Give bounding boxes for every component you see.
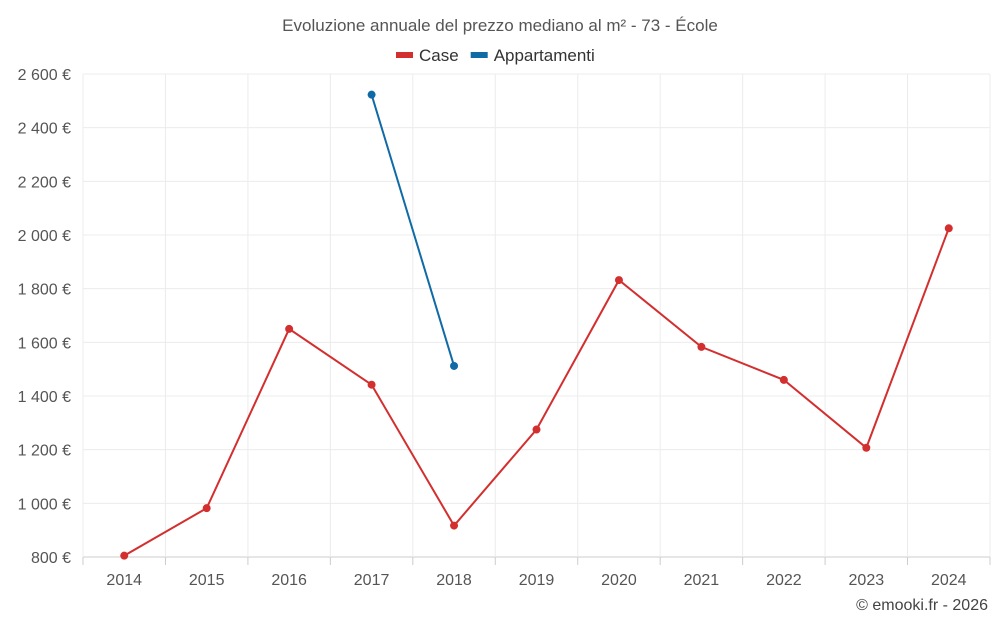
legend-label[interactable]: Case xyxy=(419,46,459,65)
series-case xyxy=(120,224,953,560)
y-tick-label: 800 € xyxy=(31,550,71,567)
legend-swatch xyxy=(470,52,488,58)
chart-title: Evoluzione annuale del prezzo mediano al… xyxy=(282,16,718,35)
data-point[interactable] xyxy=(450,361,459,370)
x-tick-label: 2022 xyxy=(766,572,802,589)
x-tick-label: 2016 xyxy=(271,572,307,589)
y-tick-label: 1 800 € xyxy=(18,282,71,299)
data-point[interactable] xyxy=(697,342,706,351)
data-point[interactable] xyxy=(532,425,541,434)
y-tick-label: 2 000 € xyxy=(18,228,71,245)
chart-grid xyxy=(82,73,991,558)
legend-swatch xyxy=(396,52,413,58)
chart-credit: © emooki.fr - 2026 xyxy=(856,597,988,614)
data-point[interactable] xyxy=(285,324,294,333)
data-point[interactable] xyxy=(367,90,376,99)
y-tick-label: 2 400 € xyxy=(18,121,71,138)
legend-label[interactable]: Appartamenti xyxy=(494,46,595,65)
series-layer xyxy=(120,90,953,560)
x-tick-label: 2021 xyxy=(684,572,720,589)
chart-legend: Case Appartamenti xyxy=(396,46,595,65)
y-tick-label: 1 000 € xyxy=(18,496,71,513)
x-tick-label: 2018 xyxy=(436,572,472,589)
x-tick-label: 2023 xyxy=(849,572,885,589)
x-tick-label: 2020 xyxy=(601,572,637,589)
series-appartamenti xyxy=(367,90,459,370)
x-tick-label: 2014 xyxy=(106,572,142,589)
data-point[interactable] xyxy=(202,504,211,513)
x-axis: 2014 2015 2016 2017 2018 2019 2020 2021 2022 2023… xyxy=(82,557,991,589)
x-tick-label: 2024 xyxy=(931,572,967,589)
data-point[interactable] xyxy=(367,380,376,389)
data-point[interactable] xyxy=(614,276,623,285)
data-point[interactable] xyxy=(944,224,953,233)
y-axis: 800 € 1 000 € 1 200 € 1 400 € 1 600 € 1 800 €… xyxy=(18,67,71,567)
data-point[interactable] xyxy=(120,551,129,560)
data-point[interactable] xyxy=(450,521,459,530)
x-tick-label: 2015 xyxy=(189,572,225,589)
data-point[interactable] xyxy=(862,443,871,452)
y-tick-label: 2 600 € xyxy=(18,67,71,84)
x-tick-label: 2019 xyxy=(519,572,555,589)
x-tick-label: 2017 xyxy=(354,572,390,589)
series-line xyxy=(370,94,456,367)
y-tick-label: 1 400 € xyxy=(18,389,71,406)
y-tick-label: 1 600 € xyxy=(18,335,71,352)
data-point[interactable] xyxy=(779,375,788,384)
y-tick-label: 1 200 € xyxy=(18,443,71,460)
y-tick-label: 2 200 € xyxy=(18,174,71,191)
